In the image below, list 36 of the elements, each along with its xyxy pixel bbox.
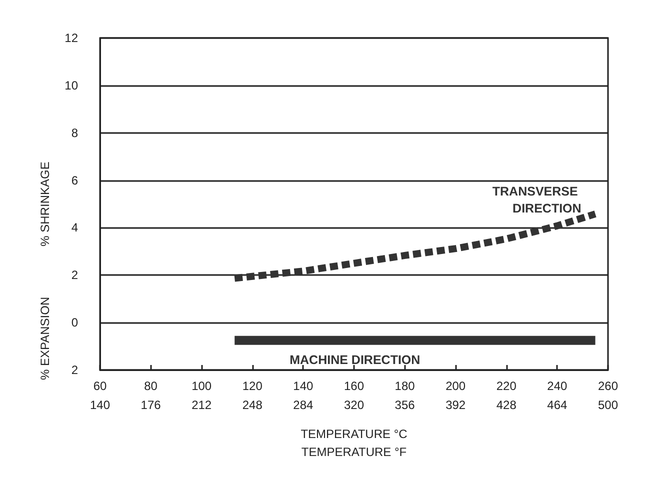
y-tick-label: 4 <box>71 220 78 235</box>
x2-tick-label: 248 <box>242 398 263 412</box>
x-tick-label: 240 <box>547 379 568 393</box>
x2-tick-label: 320 <box>344 398 364 412</box>
x-tick-label: 60 <box>93 379 107 393</box>
x2-tick-label: 464 <box>547 398 568 412</box>
x-tick-label: 160 <box>344 379 364 393</box>
x2-axis-title: TEMPERATURE °F <box>301 445 407 459</box>
series-label: MACHINE DIRECTION <box>290 352 420 367</box>
y-tick-label: 10 <box>64 78 78 92</box>
x-tick-label: 120 <box>242 379 263 393</box>
series-label: TRANSVERSE DIRECTION <box>492 184 582 216</box>
x2-tick-label: 356 <box>394 398 416 412</box>
x-axis-title: TEMPERATURE °C <box>300 427 408 441</box>
y-tick-label: 0 <box>71 316 78 330</box>
y-tick-label: 6 <box>71 173 78 188</box>
y-axis-title: % SHRINKAGE <box>38 162 52 246</box>
x2-tick-label: 392 <box>446 398 466 412</box>
x2-tick-label: 212 <box>192 398 212 412</box>
x-tick-label: 100 <box>192 379 212 393</box>
x2-tick-label: 428 <box>496 398 517 412</box>
x2-tick-label: 284 <box>293 398 314 412</box>
x2-tick-label: 140 <box>90 398 110 412</box>
y-tick-label: 12 <box>64 31 78 45</box>
x2-tick-label: 500 <box>598 398 618 412</box>
x-tick-label: 200 <box>446 379 466 393</box>
x2-tick-label: 176 <box>140 398 162 412</box>
y-tick-label: 2 <box>71 268 78 282</box>
x-tick-label: 260 <box>598 379 618 393</box>
x-tick-label: 140 <box>293 379 314 393</box>
x-tick-label: 180 <box>394 379 416 393</box>
x-tick-label: 220 <box>496 379 517 393</box>
text: % EXPANSION <box>38 296 52 380</box>
y-tick-label: 2 <box>71 363 78 377</box>
x-tick-label: 80 <box>144 379 158 393</box>
y-tick-label: 8 <box>71 126 78 140</box>
